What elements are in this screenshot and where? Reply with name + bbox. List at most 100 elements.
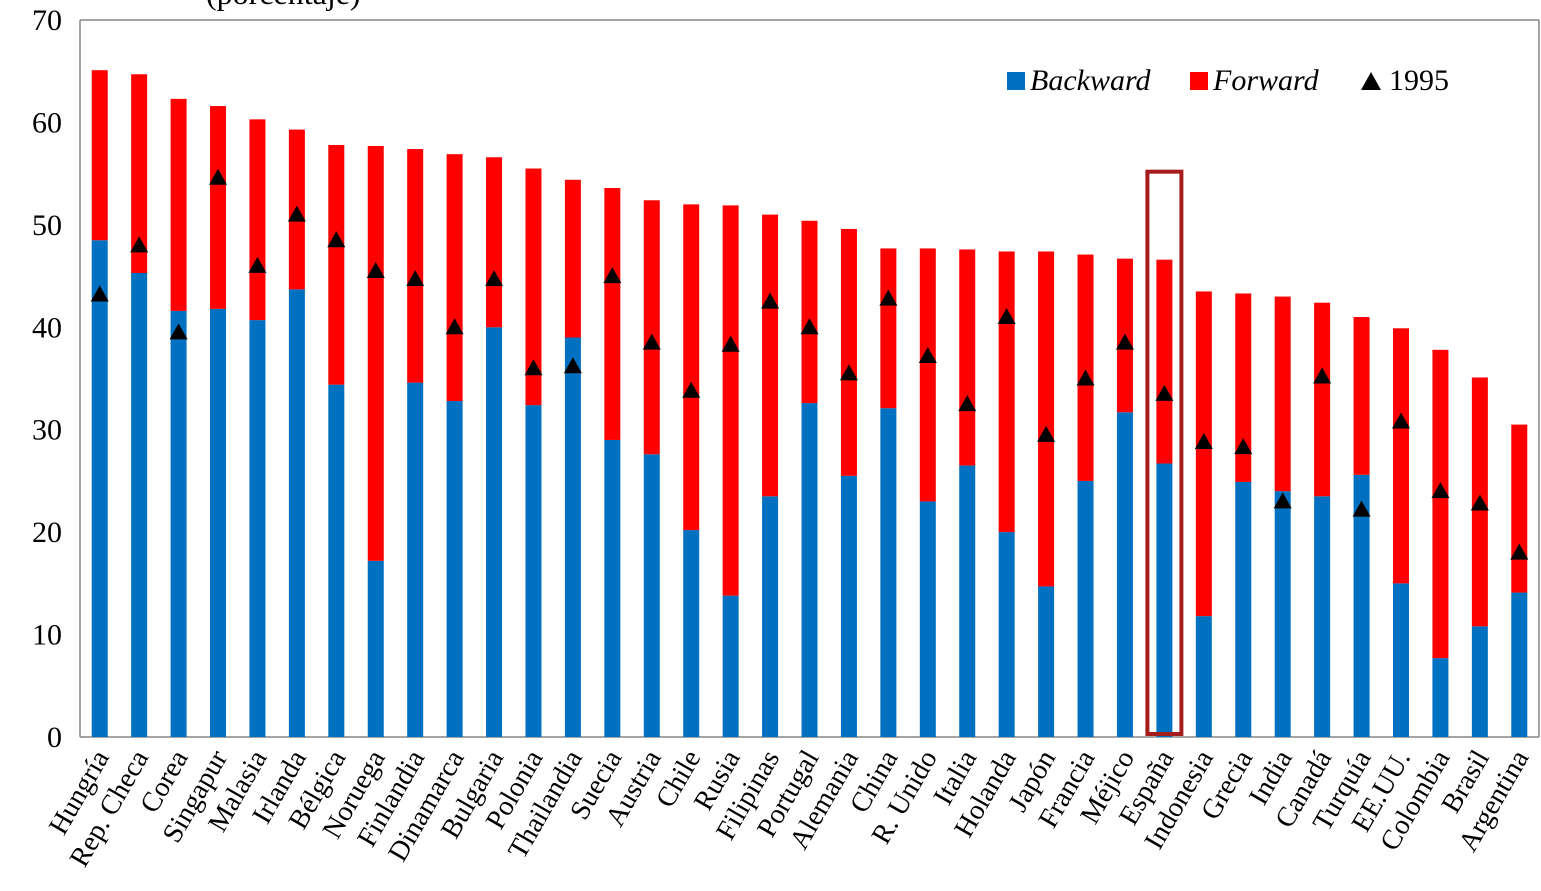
marker-1995 — [1391, 412, 1410, 429]
bar-backward — [840, 475, 857, 737]
bar-backward — [722, 595, 739, 737]
bar-forward — [446, 154, 463, 402]
y-tick-label: 0 — [47, 721, 62, 754]
bar-backward — [919, 501, 936, 737]
legend-label-1995: 1995 — [1389, 64, 1449, 97]
bar-backward — [564, 337, 581, 737]
marker-1995 — [563, 357, 582, 374]
marker-1995 — [524, 359, 543, 376]
marker-1995 — [1313, 367, 1332, 384]
bar-backward — [604, 439, 621, 737]
bar-forward — [1432, 349, 1449, 659]
legend-marker-1995 — [1361, 72, 1381, 90]
y-tick-label: 10 — [32, 619, 62, 652]
y-tick-label: 20 — [32, 516, 62, 549]
bar-backward — [407, 382, 424, 737]
bar-backward — [525, 405, 542, 737]
bar-backward — [1156, 463, 1173, 737]
legend-label-backward: Backward — [1030, 64, 1152, 97]
marker-1995 — [721, 335, 740, 352]
marker-1995 — [800, 318, 819, 335]
bar-forward — [486, 157, 503, 328]
bar-backward — [1432, 658, 1449, 737]
highlight-box — [1145, 169, 1184, 736]
marker-1995 — [366, 261, 385, 278]
marker-1995 — [642, 333, 661, 350]
bar-backward — [998, 532, 1015, 737]
bar-forward — [1511, 424, 1528, 593]
bar-backward — [1471, 626, 1488, 737]
bar-backward — [643, 454, 660, 737]
bar-forward — [249, 119, 266, 321]
marker-1995 — [1115, 333, 1134, 350]
bar-forward — [564, 179, 581, 338]
y-tick-label: 60 — [32, 106, 62, 139]
bar-backward — [762, 496, 779, 737]
marker-1995 — [1076, 369, 1095, 386]
bar-backward — [1353, 474, 1370, 737]
bar-backward — [880, 408, 897, 737]
bar-backward — [288, 289, 305, 737]
marker-1995 — [761, 292, 780, 309]
bar-forward — [604, 187, 621, 440]
marker-1995 — [327, 231, 346, 248]
bar-backward — [1038, 586, 1055, 737]
marker-1995 — [839, 364, 858, 381]
marker-1995 — [879, 289, 898, 306]
marker-1995 — [1273, 492, 1292, 509]
marker-1995 — [1194, 433, 1213, 450]
bar-forward — [1353, 317, 1370, 475]
bar-forward — [1274, 296, 1291, 492]
bar-backward — [1314, 496, 1331, 737]
legend-swatch-backward — [1007, 72, 1025, 90]
marker-1995 — [1037, 425, 1056, 442]
bar-forward — [91, 70, 108, 241]
marker-series-1995 — [90, 168, 1529, 560]
marker-1995 — [209, 168, 228, 185]
bar-forward — [525, 168, 542, 406]
marker-1995 — [485, 270, 504, 287]
bar-backward — [1392, 583, 1409, 737]
marker-1995 — [169, 323, 188, 340]
bar-forward — [1077, 254, 1094, 481]
y-tick-label: 50 — [32, 209, 62, 242]
bar-backward — [1195, 616, 1212, 737]
bar-forward — [1314, 302, 1331, 497]
marker-1995 — [603, 267, 622, 284]
chart-title: (porcentaje) — [206, 0, 361, 11]
bar-forward — [919, 248, 936, 502]
bar-backward — [801, 403, 818, 737]
highlight-box-layer — [1145, 169, 1184, 736]
bar-forward — [722, 205, 739, 596]
bar-forward — [959, 249, 976, 466]
marker-1995 — [445, 318, 464, 335]
bar-forward — [131, 74, 148, 273]
legend-label-forward: Forward — [1212, 64, 1320, 97]
bar-backward — [91, 240, 108, 737]
marker-1995 — [130, 236, 149, 253]
bar-forward — [643, 200, 660, 455]
bar-forward — [1038, 251, 1055, 587]
bar-forward — [998, 251, 1015, 533]
bar-series — [91, 70, 1528, 737]
bar-backward — [249, 320, 266, 737]
axes — [79, 19, 1540, 738]
bar-forward — [880, 248, 897, 409]
marker-1995 — [406, 270, 425, 287]
marker-1995 — [997, 308, 1016, 325]
bar-backward — [959, 465, 976, 737]
marker-1995 — [287, 205, 306, 222]
legend-swatch-forward — [1190, 72, 1208, 90]
marker-1995 — [1155, 384, 1174, 401]
y-tick-label: 40 — [32, 311, 62, 344]
marker-1995 — [248, 256, 267, 273]
marker-1995 — [682, 381, 701, 398]
bar-forward — [683, 204, 700, 531]
bar-backward — [1511, 592, 1528, 737]
legend: Backward Forward 1995 — [1007, 64, 1449, 97]
bar-backward — [210, 308, 227, 737]
bar-forward — [170, 98, 187, 311]
y-tick-label: 70 — [32, 4, 62, 37]
